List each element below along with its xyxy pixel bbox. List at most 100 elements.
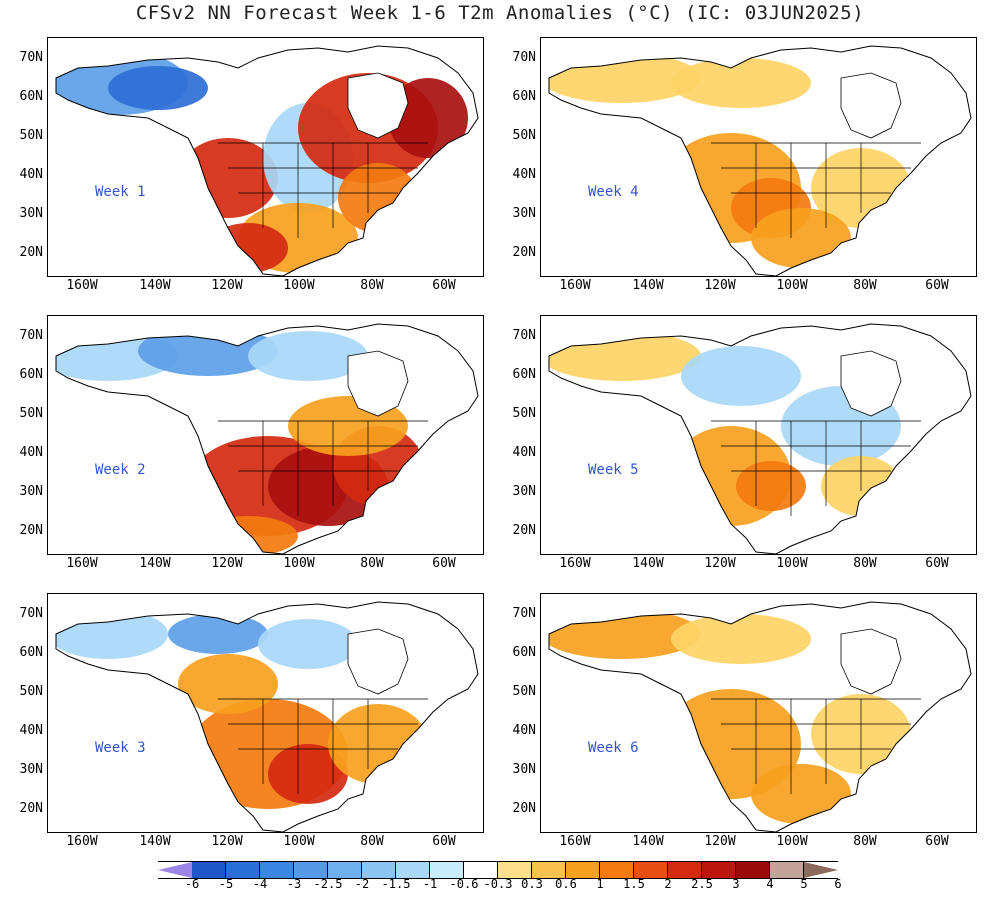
lat-label: 20N <box>19 801 43 816</box>
week-label: Week 5 <box>588 462 639 478</box>
lon-label: 160W <box>559 278 591 293</box>
map-panel-week-6: Week 6 <box>540 593 977 833</box>
colorbar-swatch <box>668 862 702 878</box>
hudson-bay <box>840 350 902 417</box>
lon-label: 140W <box>632 278 664 293</box>
colorbar-label: -0.6 <box>449 877 479 891</box>
figure-title: CFSv2 NN Forecast Week 1-6 T2m Anomalies… <box>135 2 865 24</box>
lon-label: 140W <box>139 278 171 293</box>
colorbar-label: -3 <box>286 877 302 891</box>
lon-label: 60W <box>432 834 456 849</box>
map-panel-week-5: Week 5 <box>540 315 977 555</box>
colorbar-swatch <box>260 862 294 878</box>
colorbar-label: 1 <box>596 877 604 891</box>
state-borders <box>711 420 921 516</box>
hudson-bay <box>840 72 902 139</box>
lat-label: 50N <box>512 684 536 699</box>
state-borders <box>711 698 921 794</box>
lon-label: 60W <box>925 556 949 571</box>
hudson-bay <box>347 72 409 139</box>
colorbar-swatch <box>294 862 328 878</box>
lat-label: 50N <box>19 406 43 421</box>
anomaly-map <box>55 601 479 832</box>
lat-label: 20N <box>19 245 43 260</box>
lon-label: 140W <box>632 834 664 849</box>
colorbar <box>158 861 838 879</box>
colorbar-label: -4 <box>252 877 268 891</box>
lon-label: 80W <box>360 556 384 571</box>
anomaly-map <box>548 601 972 832</box>
state-borders <box>218 698 428 794</box>
colorbar-swatch <box>464 862 498 878</box>
week-label: Week 6 <box>588 740 639 756</box>
week-label: Week 4 <box>588 184 639 200</box>
lon-label: 160W <box>559 556 591 571</box>
lat-label: 60N <box>19 89 43 104</box>
colorbar-label: 1.5 <box>623 877 645 891</box>
lat-label: 30N <box>19 206 43 221</box>
lon-label: 100W <box>776 834 808 849</box>
coastline <box>548 323 972 554</box>
lon-label: 120W <box>211 556 243 571</box>
colorbar-label: 3 <box>732 877 740 891</box>
lon-label: 80W <box>360 278 384 293</box>
colorbar-swatch <box>396 862 430 878</box>
lon-label: 160W <box>66 278 98 293</box>
lat-label: 30N <box>512 762 536 777</box>
colorbar-swatch <box>158 862 192 878</box>
colorbar-swatch <box>532 862 566 878</box>
lat-label: 70N <box>512 606 536 621</box>
colorbar-swatch <box>702 862 736 878</box>
lon-label: 80W <box>853 834 877 849</box>
colorbar-swatch <box>736 862 770 878</box>
colorbar-label: 0.3 <box>521 877 543 891</box>
lat-label: 60N <box>19 367 43 382</box>
lat-label: 60N <box>512 367 536 382</box>
coastline <box>55 323 479 554</box>
lat-label: 30N <box>512 484 536 499</box>
colorbar-swatch <box>566 862 600 878</box>
map-panel-week-4: Week 4 <box>540 37 977 277</box>
map-panel-week-1: Week 1 <box>47 37 484 277</box>
colorbar-label: -1 <box>422 877 438 891</box>
lat-label: 30N <box>512 206 536 221</box>
lon-label: 80W <box>360 834 384 849</box>
colorbar-label: 4 <box>766 877 774 891</box>
lat-label: 30N <box>19 762 43 777</box>
lat-label: 40N <box>19 723 43 738</box>
state-borders <box>218 420 428 516</box>
lon-label: 80W <box>853 278 877 293</box>
colorbar-swatch <box>770 862 804 878</box>
lon-label: 140W <box>139 556 171 571</box>
lat-label: 20N <box>512 801 536 816</box>
coastline <box>548 45 972 276</box>
lat-label: 40N <box>512 167 536 182</box>
colorbar-swatch <box>430 862 464 878</box>
lon-label: 60W <box>925 278 949 293</box>
colorbar-swatch <box>634 862 668 878</box>
lat-label: 50N <box>19 128 43 143</box>
lat-label: 60N <box>512 89 536 104</box>
lon-label: 120W <box>704 278 736 293</box>
hudson-bay <box>840 628 902 695</box>
anomaly-map <box>55 323 479 554</box>
anomaly-map <box>55 45 479 276</box>
colorbar-label: -6 <box>184 877 200 891</box>
state-borders <box>218 142 428 238</box>
colorbar-label: 2.5 <box>691 877 713 891</box>
week-label: Week 3 <box>95 740 146 756</box>
lon-label: 120W <box>211 278 243 293</box>
lat-label: 70N <box>512 50 536 65</box>
lat-label: 70N <box>512 328 536 343</box>
lat-label: 60N <box>512 645 536 660</box>
colorbar-label: -0.3 <box>483 877 513 891</box>
lat-label: 40N <box>19 445 43 460</box>
map-panel-week-3: Week 3 <box>47 593 484 833</box>
week-label: Week 2 <box>95 462 146 478</box>
lon-label: 120W <box>704 834 736 849</box>
colorbar-label: -2.5 <box>313 877 343 891</box>
colorbar-label: -1.5 <box>381 877 411 891</box>
lon-label: 60W <box>432 278 456 293</box>
lon-label: 100W <box>776 278 808 293</box>
lat-label: 50N <box>512 128 536 143</box>
